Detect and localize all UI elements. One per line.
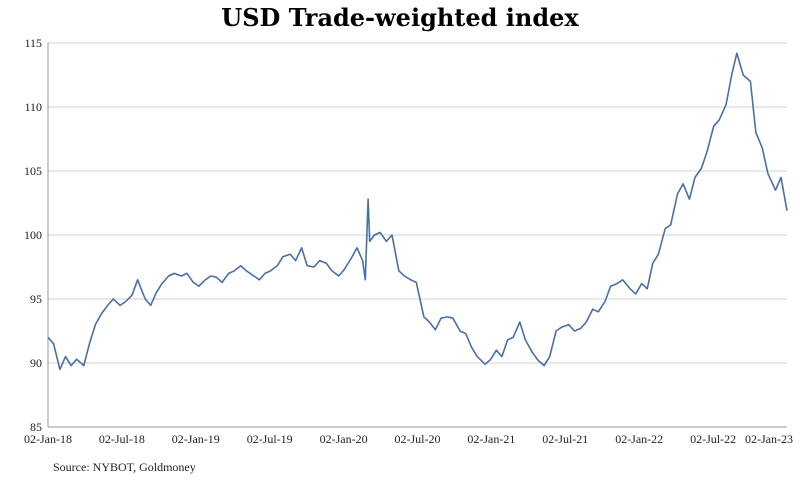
y-axis-tick-labels: 85 90 95 100 105 110 115	[24, 36, 42, 434]
series-layer	[47, 52, 788, 371]
y-tick-label: 105	[24, 164, 42, 178]
series-line-0	[47, 52, 788, 371]
y-tick-label: 110	[24, 100, 42, 114]
y-tick-label: 90	[30, 356, 42, 370]
x-tick-label: 02-Jan-21	[467, 432, 515, 446]
chart-title: USD Trade-weighted index	[221, 3, 579, 32]
x-tick-label: 02-Jan-22	[615, 432, 663, 446]
x-tick-label: 02-Jan-20	[320, 432, 368, 446]
x-tick-label: 02-Jul-21	[542, 432, 588, 446]
x-tick-label: 02-Jul-20	[395, 432, 441, 446]
y-tick-label: 100	[24, 228, 42, 242]
x-tick-label: 02-Jul-18	[99, 432, 145, 446]
y-tick-label: 85	[30, 420, 42, 434]
x-tick-label: 02-Jan-23	[745, 432, 793, 446]
x-tick-label: 02-Jul-22	[690, 432, 736, 446]
axes	[47, 43, 787, 428]
x-tick-label: 02-Jul-19	[247, 432, 293, 446]
y-tick-label: 115	[24, 36, 42, 50]
source-note: Source: NYBOT, Goldmoney	[53, 460, 196, 474]
y-tick-label: 95	[30, 292, 42, 306]
x-axis-tick-labels: 02-Jan-18 02-Jul-18 02-Jan-19 02-Jul-19 02-J…	[24, 432, 793, 446]
gridlines	[48, 42, 787, 364]
x-tick-label: 02-Jan-19	[172, 432, 220, 446]
x-tick-label: 02-Jan-18	[24, 432, 72, 446]
